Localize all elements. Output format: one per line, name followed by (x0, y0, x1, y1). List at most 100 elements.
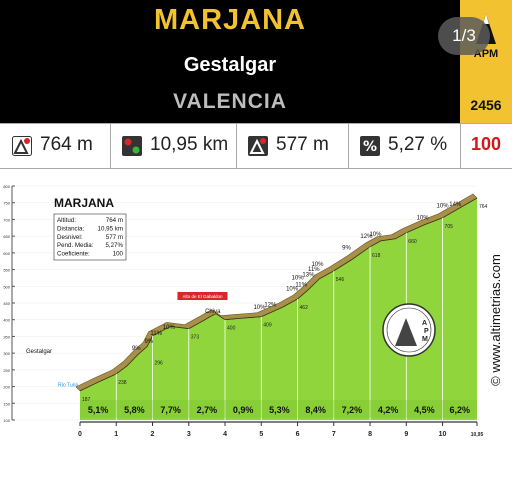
peak-gradient-label: 11% (308, 267, 320, 273)
info-value: 764 m (106, 217, 123, 224)
summit-icon (12, 136, 32, 156)
segment-gradient-label: 7,2% (342, 405, 363, 415)
page-indicator[interactable]: 1/3 (438, 17, 490, 55)
peak-gradient-label: 10% (253, 305, 266, 311)
x-tick-label: 7 (332, 431, 336, 438)
x-tick-label: 2 (151, 431, 155, 438)
elevation-gain-icon (248, 136, 268, 156)
x-tick-label: 6 (296, 431, 300, 438)
place-label: Gestalgar (26, 349, 52, 355)
y-tick-label: 400 (3, 318, 10, 323)
apm-logo: APM (382, 303, 436, 357)
peak-gradient-label: 11% (295, 282, 307, 288)
watermark-text: © www.altimetrias.com (488, 254, 503, 386)
y-tick-label: 650 (3, 234, 10, 239)
peak-gradient-label: 10% (292, 276, 305, 282)
place-label: Río Turia (58, 383, 79, 389)
peak-gradient-label: 11% (150, 331, 162, 337)
x-tick-label: 10 (439, 431, 447, 438)
stat-altitude-value: 764 m (40, 134, 93, 155)
peak-gradient-label: 10% (311, 262, 324, 268)
altitude-label: 409 (263, 323, 272, 329)
profile-area: 5,1% 5,8% 7,7% 2,7% 0,9% 5,3% 8,4% 7,2% 4,2% 4,5%… (75, 193, 478, 420)
altitude-label: 462 (300, 305, 309, 311)
info-label: Pend. Media: (57, 242, 94, 249)
y-tick-label: 500 (3, 284, 10, 289)
x-tick-label: 8 (368, 431, 372, 438)
peak-gradient-label: 10% (437, 204, 450, 210)
peak-gradient-label: 12% (360, 234, 373, 240)
altitude-label: 187 (82, 397, 91, 403)
logo-inner-ring (386, 307, 432, 353)
climb-town: Gestalgar (183, 54, 277, 76)
chart-title: MARJANA (54, 196, 114, 210)
x-tick-label: 0 (78, 431, 82, 438)
y-tick-label: 300 (3, 351, 10, 356)
peak-gradient-label: 13% (302, 272, 315, 278)
segment-gradient-label: 4,2% (378, 405, 399, 415)
x-tick-label: 4 (223, 431, 227, 438)
stat-elevation: 577 m (236, 124, 349, 168)
x-tick-label: 3 (187, 431, 191, 438)
info-label: Desnivel: (57, 234, 83, 241)
y-tick-label: 450 (3, 301, 10, 306)
segment-gradient-label: 5,1% (88, 405, 109, 415)
x-tick-label: 9 (404, 431, 408, 438)
altitude-label: 764 (479, 204, 488, 210)
profile-labels: 187 238 296 373 400 409 462 546 618 660 705 764 9% 9%… (26, 202, 488, 403)
percent-icon: % (360, 136, 380, 156)
stats-bar: 764 m 10,95 km 577 m % 5,27 % 100 (0, 123, 512, 169)
info-label: Distancia: (57, 225, 84, 232)
place-label: Alto de El Gabaldon (182, 294, 223, 299)
peak-gradient-label: 9% (145, 339, 154, 345)
info-value: 100 (113, 251, 124, 258)
segment-gradient-label: 5,3% (269, 405, 290, 415)
logo-mountain (395, 318, 417, 346)
stat-gradient: % 5,27 % (348, 124, 461, 168)
svg-text:%: % (363, 139, 377, 155)
route-icon (122, 136, 142, 156)
y-tick-label: 250 (3, 368, 10, 373)
info-box-frame (53, 213, 127, 261)
profile-line (79, 197, 478, 392)
altitude-label: 660 (408, 239, 417, 245)
y-tick-label: 100 (3, 418, 10, 423)
stat-distance: 10,95 km (110, 124, 237, 168)
info-label: Coeficiente: (57, 251, 90, 258)
altitude-label: 546 (336, 277, 345, 283)
stat-altitude: 764 m (0, 124, 111, 168)
y-tick-label: 350 (3, 334, 10, 339)
peak-gradient-label: 10% (417, 215, 430, 221)
peak-gradient-label: 14% (449, 202, 462, 208)
altitude-label: 373 (191, 335, 200, 341)
place-label: Chiva (205, 309, 221, 315)
elevation-profile-chart: 1001502002503003504004505005506006507007… (3, 184, 503, 438)
segment-gradient-label: 8,4% (305, 405, 326, 415)
place-label-box (177, 291, 228, 300)
x-tick-label: 10,95 (471, 432, 484, 438)
stat-coefficient: 100 (460, 124, 512, 168)
segment-gradient-label: 6,2% (450, 405, 471, 415)
info-value: 10,95 km (98, 225, 123, 232)
gradient-band (80, 400, 477, 418)
info-value: 5,27% (105, 242, 123, 249)
header-bar: MARJANA Gestalgar VALENCIA APM 2456 1/3 (0, 0, 512, 123)
y-tick-label: 200 (3, 385, 10, 390)
logo-text-m: M (422, 336, 428, 343)
y-tick-label: 700 (3, 217, 10, 222)
y-axis: 100 150 200 250 300 350 400 450 500 550 600 650 700 7… (3, 184, 15, 423)
stat-distance-value: 10,95 km (150, 134, 229, 155)
segment-gradient-label: 7,7% (160, 405, 181, 415)
logo-text-p: P (424, 328, 429, 335)
altitude-label: 705 (445, 224, 454, 230)
peak-gradient-label: 10% (163, 325, 176, 331)
altitude-label: 400 (227, 326, 236, 332)
stat-gradient-value: 5,27 % (388, 134, 448, 155)
climb-region: VALENCIA (173, 90, 287, 113)
segment-gradient-label: 5,8% (124, 405, 145, 415)
peak-gradient-label: 9% (342, 246, 351, 252)
profile-fill (80, 198, 477, 420)
y-tick-label: 550 (3, 268, 10, 273)
y-tick-label: 800 (3, 184, 10, 189)
segment-gradient-label: 4,5% (414, 405, 435, 415)
